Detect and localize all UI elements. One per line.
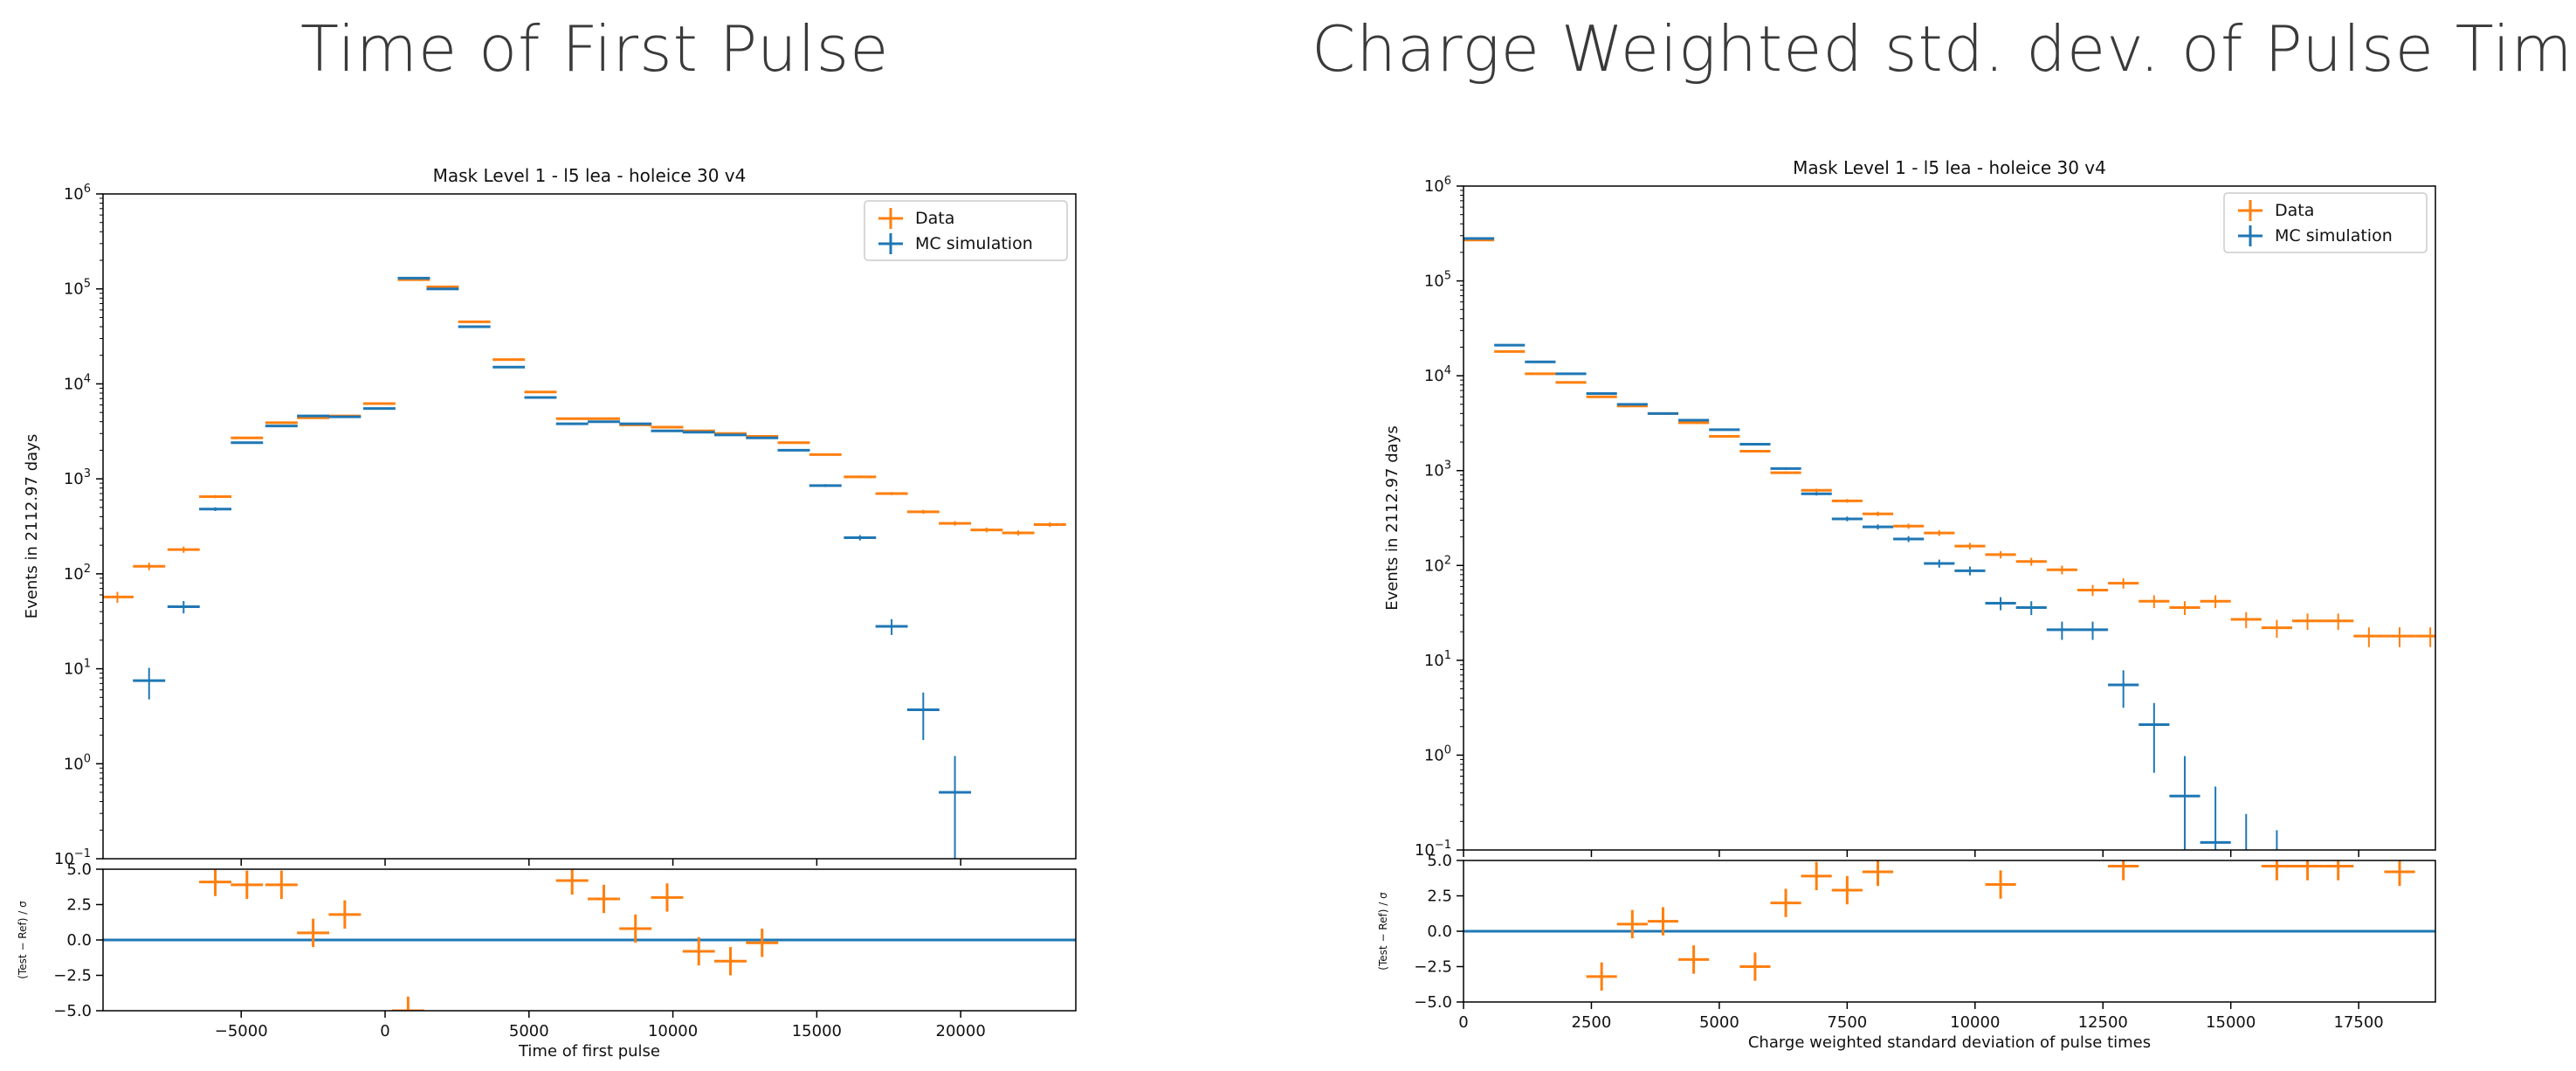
x-tick-label: 20000: [936, 1022, 986, 1040]
y-tick-label: 100: [64, 752, 91, 773]
x-tick-label: 15000: [2206, 1013, 2256, 1032]
y-tick-label: 101: [64, 658, 91, 679]
right-heading: Charge Weighted std. dev. of Pulse Times: [1312, 12, 2576, 86]
main-axes-frame: [102, 193, 1077, 860]
y-tick-exponent: 2: [84, 563, 91, 576]
x-tick-label: 12500: [2078, 1013, 2128, 1032]
y-tick-exponent: 6: [1444, 175, 1451, 188]
charge-weighted-std-dev-chart: Mask Level 1 - l5 lea - holeice 30 v4 Eve…: [1377, 157, 2436, 1052]
y-tick-label: 104: [64, 372, 91, 393]
legend: Data MC simulation: [864, 200, 1068, 261]
y-tick-exponent: 6: [84, 183, 91, 196]
y-tick-label: 102: [1424, 554, 1451, 575]
y-tick-exponent: 0: [84, 752, 91, 765]
ratio-y-tick-label: −5.0: [53, 1002, 92, 1020]
time-of-first-pulse-chart: Mask Level 1 - l5 lea - holeice 30 v4 Eve…: [17, 165, 1077, 1061]
chart-title: Mask Level 1 - l5 lea - holeice 30 v4: [1793, 157, 2106, 178]
ratio-y-tick-label: −2.5: [1414, 958, 1452, 977]
y-tick-label: 106: [1424, 175, 1451, 196]
y-tick-exponent: 5: [84, 278, 91, 291]
ratio-y-tick-label: 0.0: [1427, 922, 1452, 941]
y-tick-exponent: 0: [1444, 743, 1451, 757]
x-axis-label: Charge weighted standard deviation of pu…: [1748, 1033, 2151, 1052]
ratio-y-tick-label: −2.5: [53, 967, 92, 985]
x-tick-label: 17500: [2333, 1013, 2383, 1032]
ratio-axes-frame: [1463, 860, 2436, 1003]
main-plot-area: [1464, 237, 2435, 850]
y-tick-label: 103: [1424, 459, 1451, 480]
ratio-y-axis-label: (Test − Ref) / σ: [1377, 892, 1389, 971]
y-tick-label: 105: [64, 278, 91, 299]
y-tick-exponent: 5: [1444, 270, 1451, 283]
chart-title: Mask Level 1 - l5 lea - holeice 30 v4: [433, 165, 747, 186]
x-tick-label: 7500: [1827, 1013, 1867, 1032]
ratio-y-tick-label: −5.0: [1414, 993, 1452, 1012]
main-plot-area: [103, 276, 1066, 859]
y-tick-exponent: 1: [84, 658, 91, 671]
mc-series: [1464, 237, 2278, 850]
legend: Data MC simulation: [2223, 192, 2428, 253]
y-tick-label: 100: [1424, 743, 1451, 764]
y-tick-exponent: −1: [1435, 839, 1451, 852]
x-tick-label: 2500: [1572, 1013, 1612, 1032]
y-tick-label: 104: [1424, 364, 1451, 385]
y-tick-exponent: 3: [1444, 459, 1451, 473]
ratio-y-tick-label: 5.0: [66, 860, 92, 879]
legend-label: MC simulation: [915, 234, 1033, 253]
legend-label: Data: [915, 209, 954, 228]
x-tick-label: 5000: [509, 1022, 549, 1040]
ratio-y-tick-label: 5.0: [1427, 852, 1452, 870]
y-tick-label: 105: [1424, 270, 1451, 291]
y-tick-exponent: −1: [74, 847, 91, 860]
ratio-y-tick-label: 0.0: [66, 931, 92, 950]
legend-label: Data: [2275, 201, 2314, 220]
ratio-axes-frame: [102, 868, 1077, 1012]
data-series: [103, 278, 1066, 604]
data-series: [1464, 238, 2435, 647]
legend-box: [864, 200, 1068, 261]
left-heading: Time of First Pulse: [300, 12, 890, 86]
legend-box: [2223, 192, 2428, 253]
y-tick-label: 102: [64, 563, 91, 584]
ratio-plot-area: [103, 869, 1076, 1011]
y-tick-label: 103: [64, 467, 91, 488]
y-tick-exponent: 1: [1444, 649, 1451, 662]
y-axis-label: Events in 2112.97 days: [1383, 425, 1402, 610]
x-tick-label: 0: [1458, 1013, 1468, 1032]
x-tick-label: −5000: [215, 1022, 268, 1040]
x-axis-label: Time of first pulse: [518, 1042, 660, 1061]
x-tick-label: 0: [380, 1022, 389, 1040]
mc-series: [133, 276, 972, 859]
x-tick-label: 15000: [792, 1022, 842, 1040]
ratio-y-axis-label: (Test − Ref) / σ: [17, 901, 29, 979]
y-tick-exponent: 2: [1444, 554, 1451, 567]
main-axes-frame: [1463, 185, 2436, 851]
ratio-y-tick-label: 2.5: [1427, 888, 1452, 906]
y-tick-exponent: 3: [84, 467, 91, 480]
ratio-y-tick-label: 2.5: [66, 896, 92, 915]
legend-label: MC simulation: [2275, 226, 2393, 245]
y-tick-label: 106: [64, 183, 91, 204]
ratio-plot-area: [1464, 860, 2435, 992]
y-tick-exponent: 4: [1444, 364, 1451, 377]
y-tick-exponent: 4: [84, 372, 91, 385]
x-tick-label: 5000: [1699, 1013, 1739, 1032]
y-axis-label: Events in 2112.97 days: [23, 434, 41, 618]
x-tick-label: 10000: [1950, 1013, 2000, 1032]
x-tick-label: 10000: [648, 1022, 698, 1040]
y-tick-label: 101: [1424, 649, 1451, 670]
